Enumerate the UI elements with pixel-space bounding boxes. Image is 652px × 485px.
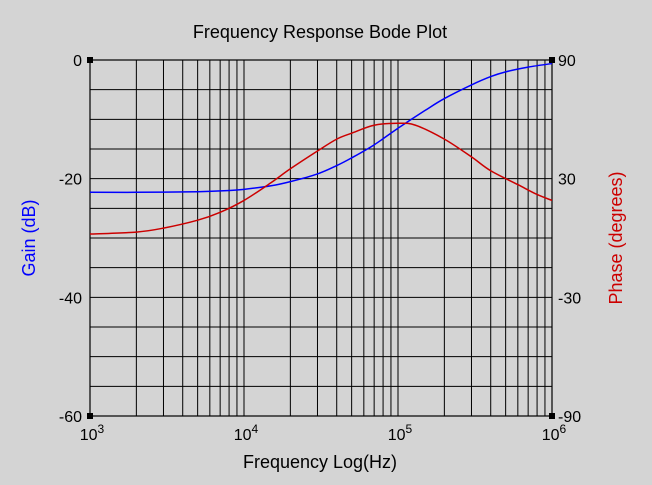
phase-series-line xyxy=(89,122,553,235)
x-axis-label: Frequency Log(Hz) xyxy=(243,452,397,472)
y-left-tick-label: -60 xyxy=(59,409,82,426)
y-left-tick-label: -40 xyxy=(59,290,82,307)
corner-marker xyxy=(549,413,555,419)
x-tick-label: 105 xyxy=(388,422,413,444)
x-tick-label: 103 xyxy=(80,422,105,444)
x-tick-label: 106 xyxy=(542,422,567,444)
y-axis-right-label: Phase (degrees) xyxy=(606,171,626,304)
y-right-tick-label: -30 xyxy=(558,290,581,307)
corner-marker xyxy=(87,57,93,63)
x-tick-label: 104 xyxy=(234,422,259,444)
gain-series-line xyxy=(89,62,553,194)
y-right-tick-label: 90 xyxy=(558,53,576,70)
plot-frame xyxy=(89,59,553,417)
y-right-tick-label: -90 xyxy=(558,409,581,426)
corner-marker xyxy=(549,57,555,63)
y-left-tick-label: 0 xyxy=(73,53,82,70)
y-right-tick-label: 30 xyxy=(558,172,576,189)
y-axis-left-label: Gain (dB) xyxy=(19,199,39,276)
corner-marker xyxy=(87,413,93,419)
plot-area: 0 -20 -40 -60 90 30 -30 -90 103 104 105 106 xyxy=(59,53,581,444)
y-left-tick-label: -20 xyxy=(59,172,82,189)
chart-title: Frequency Response Bode Plot xyxy=(193,22,447,42)
